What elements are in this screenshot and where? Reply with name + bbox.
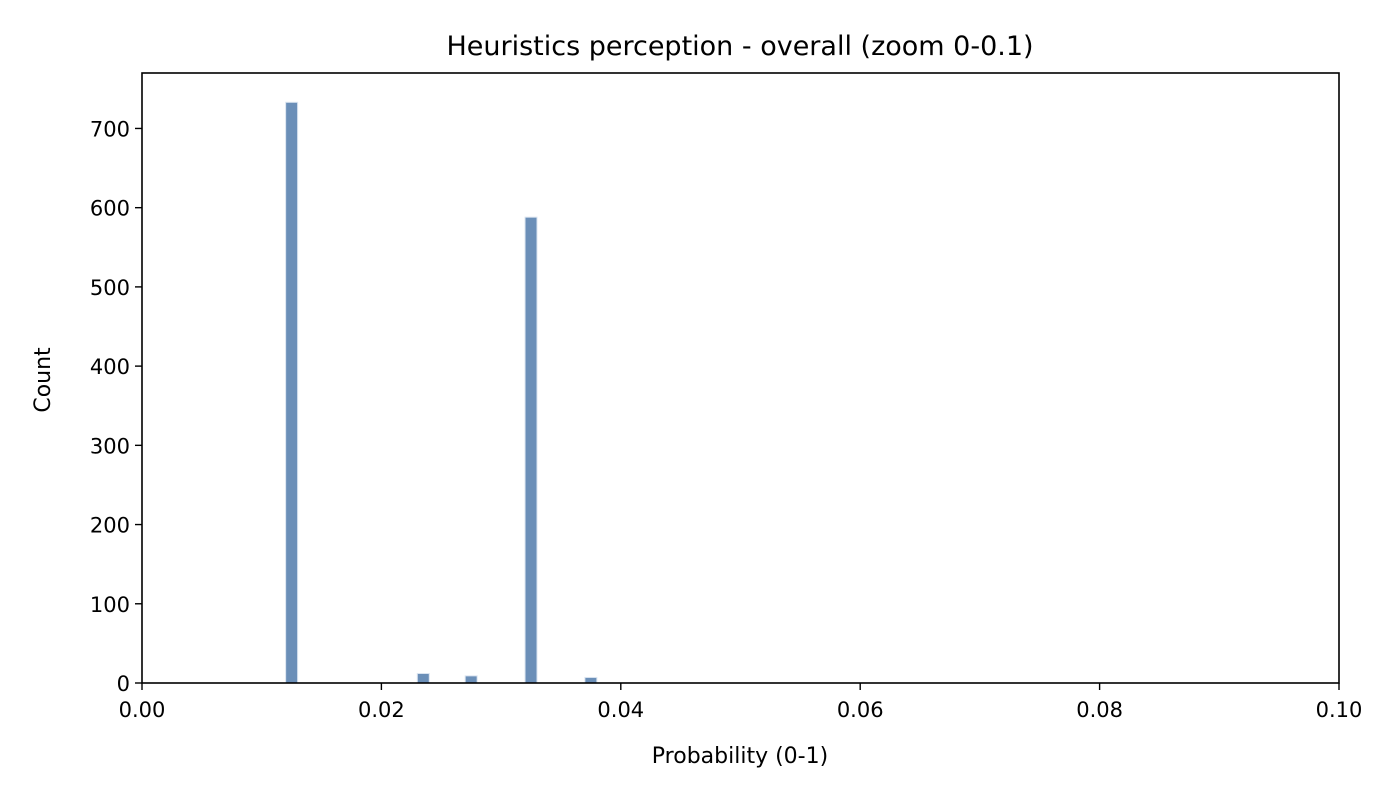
x-tick-label: 0.00: [119, 698, 166, 722]
bars-group: [285, 101, 598, 684]
x-tick-label: 0.10: [1316, 698, 1363, 722]
y-tick-label: 700: [90, 117, 130, 141]
histogram-bar: [285, 101, 299, 684]
x-tick-label: 0.06: [837, 698, 884, 722]
histogram-bar: [524, 216, 538, 684]
x-tick-label: 0.04: [597, 698, 644, 722]
y-tick-label: 200: [90, 514, 130, 538]
y-tick-label: 100: [90, 593, 130, 617]
y-tick-label: 0: [117, 672, 130, 696]
histogram-bar: [584, 676, 598, 684]
plot-area-frame: [141, 72, 1340, 684]
y-axis-label: Count: [31, 347, 56, 413]
chart-title: Heuristics perception - overall (zoom 0-…: [446, 31, 1033, 62]
x-tick-label: 0.02: [358, 698, 405, 722]
y-axis-ticks: 0 100 200 300 400 500 600 700: [90, 117, 142, 696]
x-tick-label: 0.08: [1076, 698, 1123, 722]
histogram-bar: [416, 672, 430, 684]
y-tick-label: 600: [90, 197, 130, 221]
histogram-bar: [464, 675, 478, 684]
y-tick-label: 400: [90, 355, 130, 379]
y-tick-label: 300: [90, 434, 130, 458]
x-axis-ticks: 0.00 0.02 0.04 0.06 0.08 0.10: [119, 683, 1363, 722]
x-axis-label: Probability (0-1): [652, 744, 828, 769]
y-tick-label: 500: [90, 276, 130, 300]
